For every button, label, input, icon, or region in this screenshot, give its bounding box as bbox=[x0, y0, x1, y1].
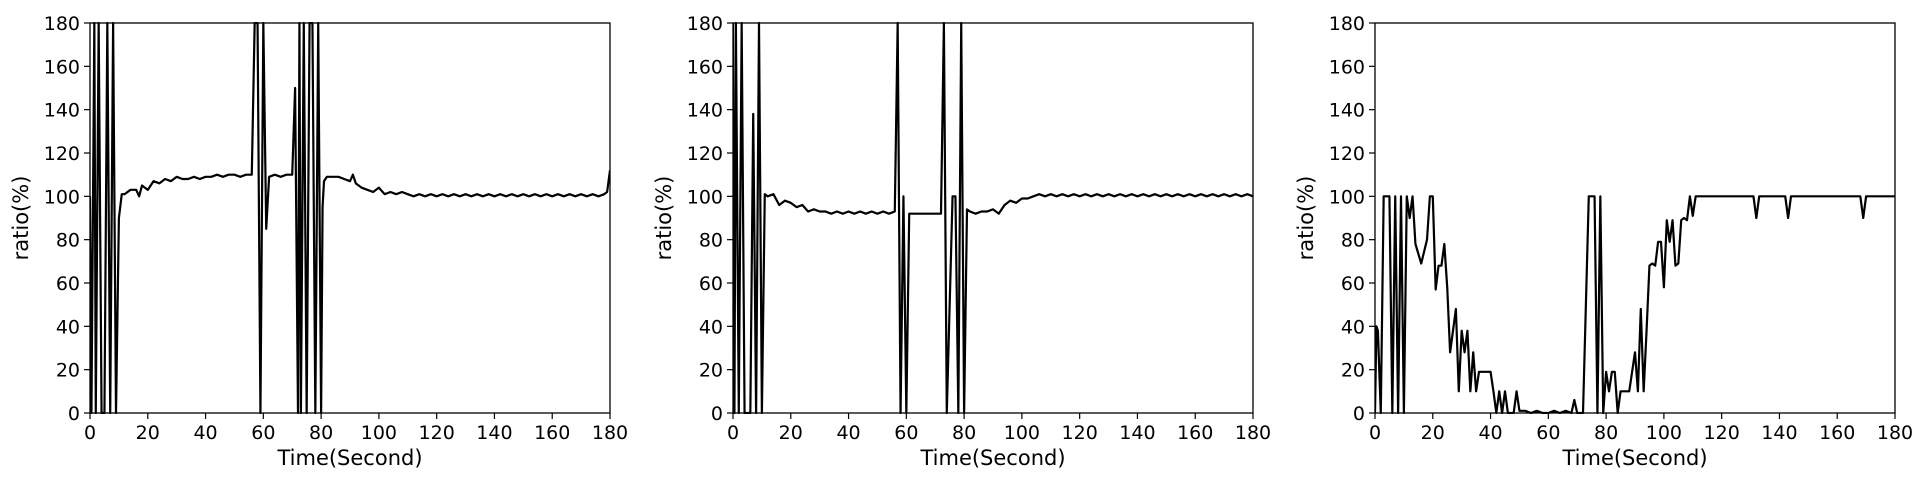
y-tick-label: 160 bbox=[687, 56, 723, 78]
chart-panel-2: 0 20 40 60 80 100 120 140 160 180 0 20 40 60 80 100 120 1… bbox=[652, 13, 1271, 470]
y-tick-label: 40 bbox=[1341, 316, 1365, 338]
x-axis-label: Time(Second) bbox=[1561, 446, 1707, 470]
x-tick-label: 20 bbox=[1421, 422, 1445, 444]
x-tick-label: 140 bbox=[476, 422, 512, 444]
x-tick-label: 40 bbox=[836, 422, 860, 444]
y-tick-label: 60 bbox=[56, 273, 80, 295]
series-line bbox=[1375, 195, 1895, 414]
y-tick-label: 0 bbox=[1353, 403, 1365, 425]
y-tick-label: 160 bbox=[44, 56, 80, 78]
x-tick-label: 40 bbox=[193, 422, 217, 444]
y-tick-label: 160 bbox=[1329, 56, 1365, 78]
y-tick-label: 20 bbox=[56, 360, 80, 382]
x-tick-label: 40 bbox=[1478, 422, 1502, 444]
y-tick-label: 140 bbox=[687, 100, 723, 122]
y-tick-label: 100 bbox=[687, 186, 723, 208]
x-axis-label: Time(Second) bbox=[276, 446, 422, 470]
x-tick-label: 80 bbox=[1594, 422, 1618, 444]
x-tick-label: 140 bbox=[1761, 422, 1797, 444]
x-tick-label: 180 bbox=[1877, 422, 1913, 444]
x-tick-label: 180 bbox=[592, 422, 628, 444]
x-tick-label: 60 bbox=[894, 422, 918, 444]
y-tick-label: 120 bbox=[44, 143, 80, 165]
y-tick-label: 40 bbox=[699, 316, 723, 338]
x-axis-label: Time(Second) bbox=[919, 446, 1065, 470]
x-tick-label: 60 bbox=[1536, 422, 1560, 444]
y-tick-label: 60 bbox=[1341, 273, 1365, 295]
x-tick-label: 80 bbox=[309, 422, 333, 444]
x-tick-label: 20 bbox=[136, 422, 160, 444]
y-axis-label: ratio(%) bbox=[652, 176, 676, 261]
x-tick-label: 120 bbox=[1062, 422, 1098, 444]
y-tick-label: 180 bbox=[1329, 13, 1365, 35]
y-tick-label: 20 bbox=[1341, 360, 1365, 382]
y-tick-label: 0 bbox=[68, 403, 80, 425]
y-tick-label: 120 bbox=[687, 143, 723, 165]
x-tick-label: 0 bbox=[1369, 422, 1381, 444]
x-tick-label: 80 bbox=[952, 422, 976, 444]
x-tick-label: 0 bbox=[727, 422, 739, 444]
y-tick-label: 80 bbox=[56, 230, 80, 252]
y-tick-label: 140 bbox=[44, 100, 80, 122]
x-tick-label: 160 bbox=[534, 422, 570, 444]
y-tick-label: 180 bbox=[44, 13, 80, 35]
y-tick-label: 20 bbox=[699, 360, 723, 382]
plot-frame bbox=[1374, 22, 1896, 414]
y-tick-label: 100 bbox=[1329, 186, 1365, 208]
x-tick-label: 100 bbox=[1646, 422, 1682, 444]
plot-frame bbox=[732, 22, 1254, 414]
x-tick-label: 140 bbox=[1119, 422, 1155, 444]
x-tick-label: 20 bbox=[779, 422, 803, 444]
y-tick-label: 120 bbox=[1329, 143, 1365, 165]
y-axis-label: ratio(%) bbox=[9, 176, 33, 261]
y-tick-label: 80 bbox=[699, 230, 723, 252]
y-tick-label: 100 bbox=[44, 186, 80, 208]
x-tick-label: 180 bbox=[1235, 422, 1271, 444]
y-tick-label: 180 bbox=[687, 13, 723, 35]
x-tick-label: 100 bbox=[361, 422, 397, 444]
y-axis-label: ratio(%) bbox=[1294, 176, 1318, 261]
x-tick-label: 100 bbox=[1004, 422, 1040, 444]
x-tick-label: 60 bbox=[251, 422, 275, 444]
y-tick-label: 60 bbox=[699, 273, 723, 295]
plot-frame bbox=[89, 22, 611, 414]
chart-panel-3: 0 20 40 60 80 100 120 140 160 180 0 20 40 60 80 100 120 1… bbox=[1294, 13, 1913, 470]
y-tick-label: 0 bbox=[711, 403, 723, 425]
series-line bbox=[733, 22, 1253, 414]
y-tick-label: 140 bbox=[1329, 100, 1365, 122]
x-tick-label: 0 bbox=[84, 422, 96, 444]
x-tick-label: 120 bbox=[419, 422, 455, 444]
y-tick-label: 80 bbox=[1341, 230, 1365, 252]
y-tick-label: 40 bbox=[56, 316, 80, 338]
x-tick-label: 160 bbox=[1819, 422, 1855, 444]
chart-panel-1: 0 20 40 60 80 100 120 140 160 180 0 20 40 60 80 100 120 1… bbox=[9, 13, 628, 470]
series-line bbox=[90, 22, 610, 414]
x-tick-label: 160 bbox=[1177, 422, 1213, 444]
x-tick-label: 120 bbox=[1704, 422, 1740, 444]
